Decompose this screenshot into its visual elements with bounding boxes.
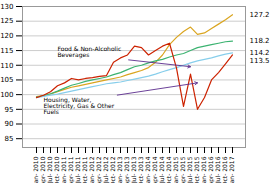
svg-text:Oct- 2013: Oct- 2013 bbox=[137, 156, 144, 183]
svg-text:Jan- 2017: Jan- 2017 bbox=[228, 156, 236, 183]
svg-text:118.2: 118.2 bbox=[250, 37, 270, 45]
svg-text:Oct- 2011: Oct- 2011 bbox=[81, 156, 88, 183]
svg-text:100: 100 bbox=[0, 91, 13, 99]
svg-text:110: 110 bbox=[0, 61, 13, 69]
svg-text:85: 85 bbox=[5, 135, 14, 143]
svg-text:120: 120 bbox=[0, 32, 13, 40]
svg-text:Oct- 2014: Oct- 2014 bbox=[165, 156, 172, 183]
svg-text:Oct- 2010: Oct- 2010 bbox=[53, 156, 60, 183]
svg-text:127.2: 127.2 bbox=[250, 11, 270, 19]
svg-text:Oct- 2016: Oct- 2016 bbox=[221, 156, 228, 183]
svg-text:90: 90 bbox=[5, 120, 14, 128]
svg-text:125: 125 bbox=[0, 17, 13, 25]
svg-text:Food & Non-AlcoholicBeverages: Food & Non-AlcoholicBeverages bbox=[58, 45, 122, 59]
svg-text:113.5: 113.5 bbox=[250, 57, 270, 65]
svg-text:Oct- 2015: Oct- 2015 bbox=[193, 156, 200, 183]
svg-text:Oct- 2012: Oct- 2012 bbox=[109, 156, 116, 183]
svg-text:114.2: 114.2 bbox=[250, 49, 270, 57]
svg-text:95: 95 bbox=[5, 106, 14, 114]
svg-text:130: 130 bbox=[0, 3, 13, 11]
svg-text:115: 115 bbox=[0, 47, 13, 55]
svg-text:Housing, Water,Electricity, Ga: Housing, Water,Electricity, Gas & OtherF… bbox=[44, 96, 115, 115]
svg-text:105: 105 bbox=[0, 76, 13, 84]
